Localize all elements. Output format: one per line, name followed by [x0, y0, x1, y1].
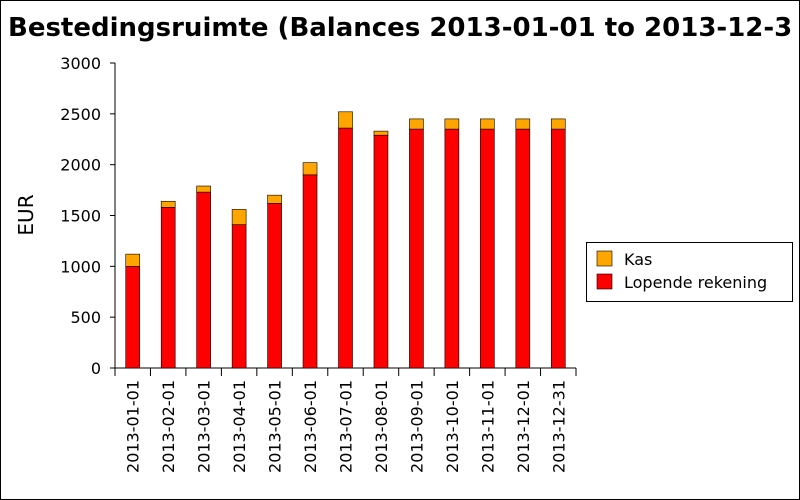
legend-label: Lopende rekening: [624, 273, 767, 292]
bar-segment: [160, 207, 176, 369]
y-axis-label: EUR: [14, 194, 38, 235]
legend-label: Kas: [624, 250, 652, 269]
bar-segment: [550, 118, 566, 130]
bar-segment: [160, 200, 176, 208]
y-tick-label: 1500: [60, 207, 101, 226]
bar-segment: [125, 253, 141, 267]
bar-segment: [373, 134, 389, 369]
y-tick-label: 1000: [60, 257, 101, 276]
bar-segment: [302, 174, 318, 369]
bar-segment: [373, 130, 389, 136]
bar-segment: [480, 128, 495, 369]
bar-segment: [231, 224, 247, 369]
bar-segment: [515, 128, 531, 369]
bar-segment: [125, 266, 141, 369]
x-tick-label: 2013-03-01: [195, 380, 214, 473]
x-tick-label: 2013-08-01: [372, 380, 391, 473]
bar-segment: [550, 128, 566, 369]
x-tick-label: 2013-10-01: [443, 380, 462, 473]
x-tick-label: 2013-12-01: [514, 380, 533, 473]
bar-segment: [302, 162, 318, 176]
x-tick-label: 2013-07-01: [337, 380, 356, 473]
bar-segment: [196, 191, 211, 369]
bar-segment: [480, 118, 495, 130]
x-tick-label: 2013-06-01: [301, 380, 320, 473]
legend-box: [586, 242, 793, 302]
legend-swatch: [596, 273, 613, 290]
x-tick-label: 2013-04-01: [230, 380, 249, 473]
y-tick-label: 3000: [60, 54, 101, 73]
bar-segment: [444, 118, 460, 130]
bar-segment: [444, 128, 460, 369]
x-tick-label: 2013-05-01: [266, 380, 285, 473]
x-tick-label: 2013-02-01: [159, 380, 178, 473]
y-tick-label: 2000: [60, 156, 101, 175]
x-tick-label: 2013-12-31: [549, 380, 568, 473]
x-tick-label: 2013-09-01: [407, 380, 426, 473]
legend-swatch: [596, 250, 613, 267]
y-tick-label: 500: [70, 308, 101, 327]
y-tick-label: 2500: [60, 105, 101, 124]
bar-segment: [267, 194, 282, 204]
x-tick-label: 2013-01-01: [124, 380, 143, 473]
bar-segment: [267, 203, 282, 369]
bar-segment: [338, 111, 353, 129]
bar-segment: [515, 118, 531, 130]
bar-segment: [409, 118, 424, 130]
chart-title: Bestedingsruimte (Balances 2013-01-01 to…: [8, 13, 792, 43]
x-tick-label: 2013-11-01: [478, 380, 497, 473]
bar-segment: [231, 209, 247, 225]
bar-segment: [338, 127, 353, 369]
y-tick-label: 0: [91, 359, 101, 378]
bar-segment: [196, 185, 211, 193]
bar-segment: [409, 128, 424, 369]
